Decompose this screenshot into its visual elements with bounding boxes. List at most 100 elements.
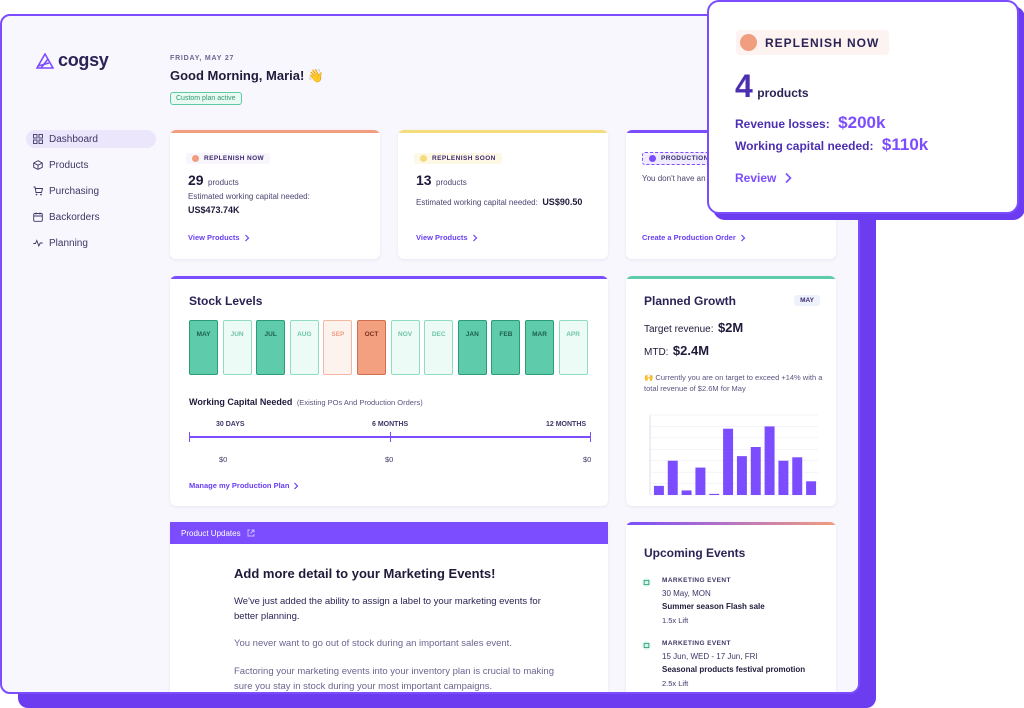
popup-pill: REPLENISH NOW: [736, 30, 890, 55]
wc-value: US$90.50: [542, 197, 583, 207]
grid-icon: [33, 134, 43, 144]
upcoming-events-title: Upcoming Events: [644, 546, 746, 560]
event-lift: 2.5x Lift: [662, 679, 689, 688]
update-paragraph: You never want to go out of stock during…: [234, 638, 512, 649]
event-calendar-icon: [642, 641, 651, 650]
logo[interactable]: cogsy: [36, 50, 109, 71]
sidebar-item-products[interactable]: Products: [26, 156, 156, 174]
upcoming-events-card: Upcoming Events MARKETING EVENT 30 May, …: [626, 522, 836, 692]
target-label: Target revenue:: [644, 324, 714, 335]
month-cell-sep[interactable]: SEP: [323, 320, 353, 375]
chevron-right-icon: [294, 482, 299, 489]
chart-bar[interactable]: [681, 490, 692, 495]
popup-rev-label: Revenue losses:: [735, 117, 830, 131]
replenish-now-card: REPLENISH NOW 29 products Estimated work…: [170, 130, 380, 259]
chart-bar[interactable]: [778, 460, 789, 495]
event-calendar-icon: [642, 578, 651, 587]
link-label: View Products: [416, 233, 468, 242]
update-paragraph: Factoring your marketing events into you…: [234, 666, 554, 692]
review-link[interactable]: Review: [735, 171, 792, 185]
view-products-link[interactable]: View Products: [188, 233, 250, 242]
stock-levels-title: Stock Levels: [189, 294, 263, 308]
product-unit: products: [208, 178, 239, 187]
chevron-right-icon: [740, 234, 746, 241]
pill-label: REPLENISH SOON: [432, 155, 496, 162]
month-cell-nov[interactable]: NOV: [390, 320, 420, 375]
chart-bar[interactable]: [695, 467, 706, 495]
greeting: Good Morning, Maria! 👋: [170, 68, 325, 83]
link-label: Manage my Production Plan: [189, 481, 290, 490]
month-cell-dec[interactable]: DEC: [424, 320, 454, 375]
event-date: 15 Jun, WED - 17 Jun, FRI: [662, 652, 758, 661]
link-label: Create a Production Order: [642, 233, 736, 242]
month-cell-jan[interactable]: JAN: [457, 320, 487, 375]
chevron-right-icon: [244, 234, 249, 241]
event-tag: MARKETING EVENT: [662, 577, 731, 584]
chart-bar[interactable]: [806, 481, 817, 495]
stock-levels-card: Stock Levels MAY JUN JUL AUG SEP OCT NOV DEC JAN…: [170, 276, 608, 506]
replenish-now-pill: REPLENISH NOW: [186, 153, 271, 164]
sidebar-item-dashboard[interactable]: Dashboard: [26, 130, 156, 148]
popup-unit: products: [757, 86, 809, 100]
timeline-value: $0: [583, 455, 592, 464]
logo-text: cogsy: [58, 50, 109, 70]
wc-value: US$473.74K: [188, 205, 240, 215]
product-updates-header: Product Updates: [170, 522, 608, 544]
popup-wc-label: Working capital needed:: [735, 139, 874, 153]
month-cell-oct[interactable]: OCT: [357, 320, 386, 375]
sidebar-item-label: Purchasing: [49, 185, 100, 197]
wc-subtitle: (Existing POs And Production Orders): [296, 398, 423, 407]
replenish-soon-card: REPLENISH SOON 13 products Estimated wor…: [398, 130, 608, 259]
status-dot-icon: [649, 155, 656, 162]
popup-wc-value: $110k: [881, 135, 929, 154]
update-intro: We've just added the ability to assign a…: [234, 596, 541, 622]
wc-title: Working Capital Needed: [189, 397, 293, 407]
planned-growth-title: Planned Growth: [644, 294, 737, 308]
month-strip: MAY JUN JUL AUG SEP OCT NOV DEC JAN FEB MAR APR: [189, 320, 593, 376]
create-production-order-link[interactable]: Create a Production Order: [642, 233, 746, 242]
production-empty-text: You don't have an: [642, 174, 706, 183]
chart-bar[interactable]: [667, 460, 678, 495]
product-unit: products: [436, 178, 467, 187]
card-accent: [398, 130, 608, 133]
chart-bar[interactable]: [764, 426, 775, 495]
chart-bar[interactable]: [653, 485, 664, 495]
month-cell-mar[interactable]: MAR: [525, 320, 554, 375]
pulse-icon: [33, 239, 43, 248]
timeline-value: $0: [385, 455, 394, 464]
sidebar-item-purchasing[interactable]: Purchasing: [26, 182, 156, 200]
timeline-tick: [189, 432, 190, 442]
month-cell-apr[interactable]: APR: [558, 320, 588, 375]
link-label: View Products: [188, 233, 240, 242]
sidebar-nav: Dashboard Products Purchasing Backorders…: [26, 130, 156, 260]
chart-bar[interactable]: [723, 428, 734, 495]
external-link-icon[interactable]: [247, 529, 255, 537]
month-cell-aug[interactable]: AUG: [289, 320, 319, 375]
chart-bar[interactable]: [709, 493, 720, 495]
mtd-label: MTD:: [644, 347, 669, 358]
timeline-tick: [390, 432, 391, 442]
month-cell-feb[interactable]: FEB: [491, 320, 521, 375]
sidebar-item-backorders[interactable]: Backorders: [26, 208, 156, 226]
replenish-now-popup: REPLENISH NOW 4 products Revenue losses:…: [707, 0, 1019, 214]
cogsy-logo-icon: [36, 52, 54, 69]
month-cell-may[interactable]: MAY: [189, 320, 218, 375]
chart-bar[interactable]: [792, 457, 803, 495]
manage-production-plan-link[interactable]: Manage my Production Plan: [189, 481, 299, 490]
calendar-icon: [33, 212, 43, 222]
chart-bar[interactable]: [736, 456, 747, 495]
chart-bar[interactable]: [750, 447, 761, 495]
event-name: Seasonal products festival promotion: [662, 665, 806, 674]
cart-icon: [33, 186, 43, 196]
sidebar-item-label: Products: [49, 159, 89, 171]
event-tag: MARKETING EVENT: [662, 640, 731, 647]
timeline-label: 30 DAYS: [216, 421, 245, 428]
month-cell-jun[interactable]: JUN: [222, 320, 252, 375]
sidebar-item-label: Planning: [49, 237, 88, 249]
sidebar-item-planning[interactable]: Planning: [26, 234, 156, 252]
popup-count: 4: [735, 68, 753, 104]
product-updates-card: Product Updates Add more detail to your …: [170, 522, 608, 692]
status-dot-icon: [740, 34, 757, 51]
month-cell-jul[interactable]: JUL: [256, 320, 286, 375]
view-products-link[interactable]: View Products: [416, 233, 478, 242]
